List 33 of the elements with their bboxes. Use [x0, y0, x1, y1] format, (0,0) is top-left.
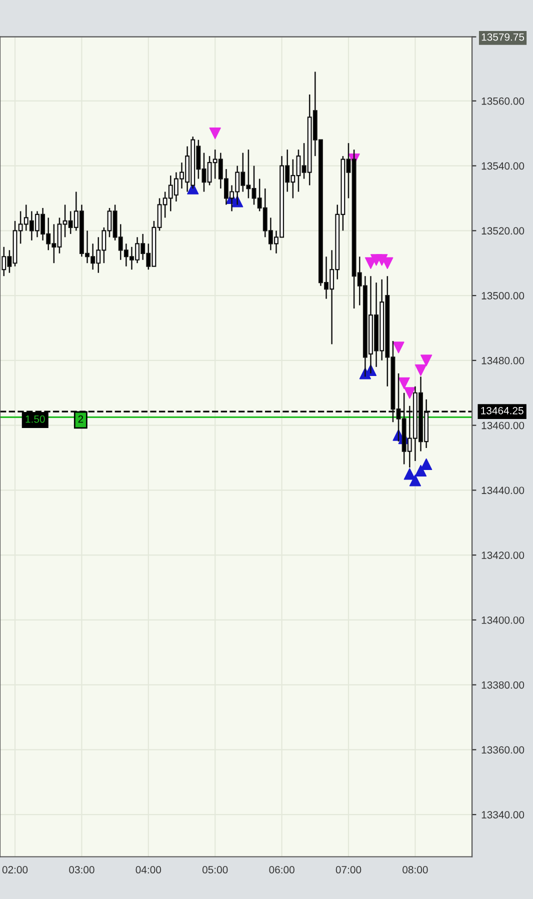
- x-tick-label: 02:00: [2, 866, 28, 874]
- y-tick-label: 13480.00: [482, 356, 524, 364]
- y-tick-label: 13500.00: [482, 292, 524, 300]
- x-tick-label: 04:00: [136, 866, 162, 874]
- x-tick-label: 03:00: [69, 866, 94, 874]
- point: [420, 458, 432, 470]
- y-tick-label: 13340.00: [482, 811, 524, 818]
- ref-line-label: 13464.25: [481, 406, 524, 414]
- point: [398, 377, 410, 389]
- point: [414, 464, 427, 477]
- y-tick-label: 13579.75: [482, 33, 524, 41]
- y-tick-label: 13380.00: [482, 681, 524, 689]
- y-tick-label: 13440.00: [482, 486, 524, 494]
- y-tick-label: 13400.00: [482, 616, 524, 624]
- point: [404, 387, 416, 399]
- y-tick-label: 13460.00: [482, 422, 524, 430]
- x-tick-label: 06:00: [269, 866, 294, 874]
- point: [392, 342, 404, 354]
- point: [209, 128, 221, 140]
- annotation: 2: [78, 415, 84, 423]
- x-tick-label: 05:00: [202, 866, 228, 874]
- point: [420, 354, 432, 366]
- y-tick-label: 13540.00: [482, 162, 524, 170]
- annotation: 1.50: [26, 415, 45, 423]
- point: [409, 474, 422, 486]
- x-tick-label: 08:00: [402, 866, 428, 874]
- y-tick-label: 13420.00: [482, 552, 524, 559]
- x-tick-label: 07:00: [336, 866, 362, 874]
- point: [404, 468, 416, 480]
- y-tick-label: 13360.00: [482, 746, 524, 754]
- y-tick-label: 13560.00: [482, 97, 524, 105]
- point: [414, 364, 427, 376]
- y-tick-label: 13520.00: [482, 227, 524, 235]
